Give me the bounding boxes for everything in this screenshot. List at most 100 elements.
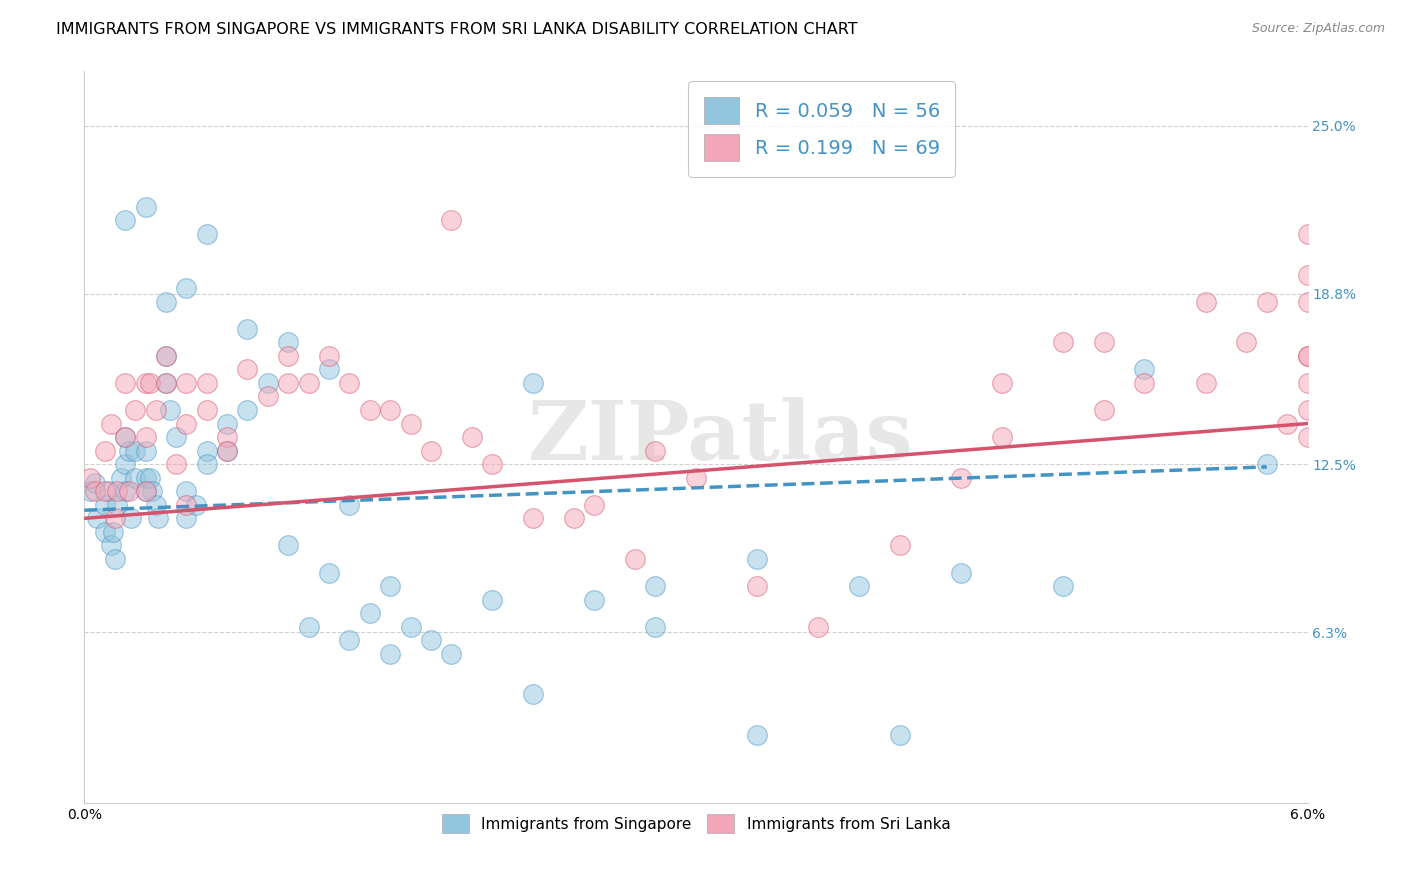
Point	[277, 538, 299, 552]
Point	[950, 471, 973, 485]
Point	[747, 579, 769, 593]
Point	[124, 443, 146, 458]
Point	[146, 511, 169, 525]
Point	[83, 476, 105, 491]
Point	[195, 376, 218, 390]
Point	[339, 633, 361, 648]
Point	[1296, 403, 1319, 417]
Point	[399, 620, 422, 634]
Point	[461, 430, 484, 444]
Point	[277, 349, 299, 363]
Point	[1296, 349, 1319, 363]
Point	[889, 728, 911, 742]
Point	[1236, 335, 1258, 350]
Point	[83, 484, 105, 499]
Point	[114, 430, 136, 444]
Point	[950, 566, 973, 580]
Point	[155, 349, 177, 363]
Point	[124, 471, 146, 485]
Point	[176, 484, 198, 499]
Point	[138, 376, 160, 390]
Point	[420, 633, 443, 648]
Point	[277, 335, 299, 350]
Point	[110, 471, 132, 485]
Point	[1296, 294, 1319, 309]
Point	[145, 403, 167, 417]
Point	[1277, 417, 1299, 431]
Point	[236, 362, 259, 376]
Point	[145, 498, 167, 512]
Point	[217, 443, 239, 458]
Point	[583, 498, 606, 512]
Point	[176, 511, 198, 525]
Text: IMMIGRANTS FROM SINGAPORE VS IMMIGRANTS FROM SRI LANKA DISABILITY CORRELATION CH: IMMIGRANTS FROM SINGAPORE VS IMMIGRANTS …	[56, 22, 858, 37]
Point	[1195, 294, 1218, 309]
Point	[440, 647, 463, 661]
Point	[848, 579, 870, 593]
Point	[298, 376, 321, 390]
Point	[583, 592, 606, 607]
Point	[1052, 335, 1074, 350]
Point	[359, 403, 381, 417]
Point	[644, 620, 666, 634]
Point	[217, 443, 239, 458]
Point	[1195, 376, 1218, 390]
Point	[624, 552, 647, 566]
Point	[1092, 403, 1115, 417]
Point	[339, 376, 361, 390]
Point	[138, 471, 160, 485]
Point	[105, 498, 128, 512]
Point	[176, 281, 198, 295]
Point	[105, 484, 128, 499]
Point	[685, 471, 707, 485]
Point	[165, 457, 187, 471]
Point	[562, 511, 585, 525]
Point	[807, 620, 830, 634]
Point	[124, 403, 146, 417]
Point	[155, 376, 177, 390]
Point	[86, 511, 108, 525]
Point	[155, 376, 177, 390]
Point	[135, 484, 157, 499]
Point	[277, 376, 299, 390]
Point	[195, 403, 218, 417]
Point	[481, 457, 503, 471]
Point	[93, 484, 117, 499]
Point	[114, 376, 136, 390]
Point	[165, 430, 187, 444]
Point	[104, 511, 127, 525]
Point	[1256, 294, 1278, 309]
Point	[380, 403, 402, 417]
Point	[889, 538, 911, 552]
Point	[101, 524, 124, 539]
Point	[114, 213, 136, 227]
Point	[135, 443, 157, 458]
Point	[440, 213, 463, 227]
Point	[135, 484, 157, 499]
Point	[186, 498, 208, 512]
Point	[257, 376, 280, 390]
Point	[93, 443, 117, 458]
Point	[236, 322, 259, 336]
Point	[93, 498, 117, 512]
Point	[195, 457, 218, 471]
Point	[380, 579, 402, 593]
Point	[1296, 349, 1319, 363]
Point	[481, 592, 503, 607]
Point	[236, 403, 259, 417]
Point	[1133, 376, 1156, 390]
Point	[141, 484, 163, 499]
Point	[195, 227, 218, 241]
Point	[298, 620, 321, 634]
Point	[104, 552, 127, 566]
Point	[318, 362, 340, 376]
Point	[318, 566, 340, 580]
Point	[114, 430, 136, 444]
Point	[155, 349, 177, 363]
Point	[380, 647, 402, 661]
Point	[118, 484, 141, 499]
Legend: Immigrants from Singapore, Immigrants from Sri Lanka: Immigrants from Singapore, Immigrants fr…	[436, 808, 956, 839]
Point	[1256, 457, 1278, 471]
Point	[195, 443, 218, 458]
Point	[97, 484, 120, 499]
